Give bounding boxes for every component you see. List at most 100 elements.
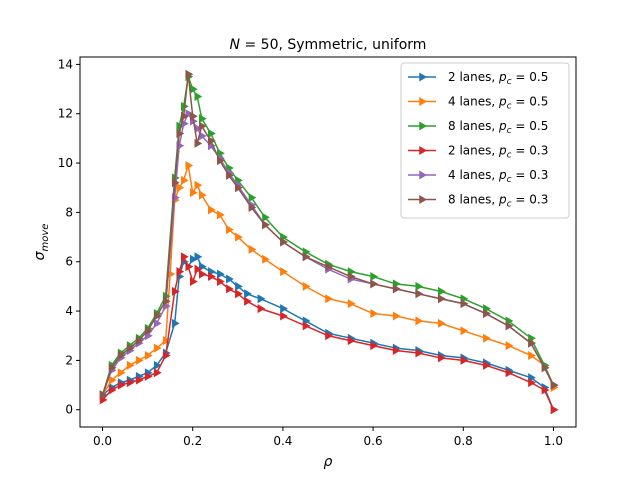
data-point (415, 348, 424, 358)
data-point (135, 375, 144, 385)
data-point (392, 284, 401, 294)
data-point (280, 304, 288, 314)
data-point (189, 84, 198, 94)
data-point (392, 311, 401, 321)
data-point (541, 385, 550, 395)
legend-swatch-marker (419, 170, 427, 180)
data-point (370, 341, 379, 351)
data-point (208, 205, 216, 215)
data-point (226, 225, 234, 235)
chart-title: N = 50, Symmetric, uniform (230, 37, 427, 53)
data-point (347, 272, 356, 282)
data-point (144, 326, 153, 336)
data-point (126, 360, 135, 370)
data-point (117, 368, 126, 378)
data-point (153, 311, 162, 321)
y-axis-label: σmove (32, 224, 51, 261)
chart-title-var: N (230, 37, 241, 53)
series-layer (99, 69, 559, 415)
x-axis-ticks: 0.0 0.2 0.4 0.6 0.8 1.0 (93, 427, 563, 448)
legend-item: 4 lanes, pc = 0.5 (408, 95, 548, 112)
legend-label: 4 lanes, pc = 0.3 (448, 168, 548, 185)
y-tick-label: 2 (65, 353, 73, 367)
data-point (528, 338, 536, 348)
x-tick-label: 1.0 (544, 434, 563, 448)
data-point (180, 111, 189, 121)
data-point (171, 286, 180, 296)
legend-label: 8 lanes, pc = 0.3 (448, 193, 548, 210)
data-point (194, 138, 203, 148)
x-tick-label: 0.2 (183, 434, 202, 448)
data-point (235, 289, 243, 299)
data-point (370, 272, 379, 282)
data-point (208, 136, 216, 146)
data-point (108, 385, 117, 395)
data-point (185, 161, 194, 171)
data-point (370, 279, 379, 289)
data-point (162, 296, 171, 306)
data-point (280, 237, 288, 247)
x-tick-label: 0.8 (454, 434, 473, 448)
legend-label: 2 lanes, pc = 0.5 (448, 70, 548, 87)
data-point (505, 341, 514, 351)
legend-label: 2 lanes, pc = 0.3 (448, 144, 548, 161)
data-point (235, 183, 243, 193)
data-point (460, 355, 469, 365)
data-point (198, 114, 207, 124)
data-point (198, 121, 207, 131)
data-point (248, 244, 257, 254)
data-point (262, 220, 270, 230)
data-point (347, 299, 356, 309)
y-tick-label: 12 (58, 107, 73, 121)
data-point (126, 343, 135, 353)
data-point (528, 378, 536, 388)
data-point (189, 111, 198, 121)
data-point (302, 281, 311, 291)
x-tick-label: 0.0 (93, 434, 112, 448)
data-point (257, 294, 266, 304)
data-point (99, 390, 108, 400)
data-point (217, 276, 225, 286)
series-4 (99, 252, 559, 415)
data-point (528, 350, 536, 360)
data-point (226, 284, 234, 294)
data-point (144, 350, 153, 360)
data-point (262, 254, 270, 264)
data-point (176, 121, 185, 131)
legend-item: 2 lanes, pc = 0.5 (408, 70, 548, 87)
data-point (325, 262, 333, 272)
legend-swatch-marker (419, 97, 427, 106)
legend-swatch-marker (419, 195, 427, 204)
data-point (370, 309, 379, 319)
data-point (126, 378, 135, 388)
data-point (153, 360, 162, 370)
data-point (180, 175, 189, 185)
data-point (325, 294, 333, 304)
data-point (162, 350, 171, 360)
data-point (325, 331, 333, 341)
data-point (198, 269, 207, 279)
legend-swatch-marker (419, 72, 427, 82)
plot-frame (79, 56, 577, 428)
data-point (189, 254, 198, 264)
data-point (437, 294, 446, 304)
data-point (541, 363, 550, 373)
data-point (176, 183, 185, 193)
data-point (505, 321, 514, 331)
data-point (108, 363, 117, 373)
data-point (550, 380, 559, 390)
data-point (437, 318, 446, 328)
y-axis-label-main: σ (32, 250, 48, 260)
data-point (171, 178, 180, 188)
data-point (437, 286, 446, 296)
data-point (248, 202, 257, 212)
data-point (153, 368, 162, 378)
data-point (460, 326, 469, 336)
legend: 2 lanes, pc = 0.5 4 lanes, pc = 0.5 8 lane… (400, 62, 570, 219)
data-point (194, 264, 203, 274)
y-tick-label: 8 (65, 205, 73, 219)
data-point (302, 321, 311, 331)
data-point (244, 289, 252, 299)
